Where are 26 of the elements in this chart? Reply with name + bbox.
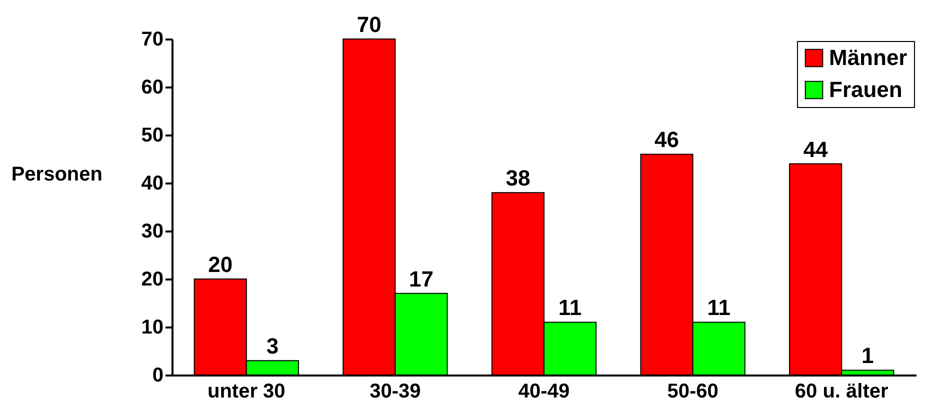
legend-label: Frauen [829, 77, 902, 102]
x-tick-label: 40-49 [518, 380, 570, 402]
y-axis-title: Personen [11, 164, 102, 186]
data-label: 44 [803, 136, 829, 162]
data-label: 11 [707, 295, 730, 320]
data-label: 38 [506, 166, 530, 191]
y-tick-label: 60 [141, 76, 164, 98]
y-tick-label: 10 [141, 316, 164, 338]
data-label: 17 [409, 266, 434, 292]
x-tick-label: 30-39 [370, 380, 421, 402]
y-tick-label: 0 [152, 364, 164, 386]
data-label: 20 [208, 252, 233, 277]
x-tick-label: unter 30 [207, 380, 286, 402]
legend-label: Männer [829, 45, 908, 70]
x-tick-label: 60 u. älter [794, 380, 888, 402]
y-tick-label: 40 [141, 172, 164, 194]
data-label: 46 [654, 127, 679, 152]
y-tick-label: 20 [141, 268, 164, 290]
data-label: 1 [862, 343, 874, 368]
y-tick-label: 50 [141, 124, 164, 146]
y-tick-label: 70 [141, 28, 164, 50]
y-tick-label: 30 [141, 220, 164, 242]
data-label: 11 [558, 295, 582, 320]
data-label: 3 [266, 334, 279, 359]
data-label: 70 [356, 12, 382, 37]
x-tick-label: 50-60 [667, 380, 718, 402]
